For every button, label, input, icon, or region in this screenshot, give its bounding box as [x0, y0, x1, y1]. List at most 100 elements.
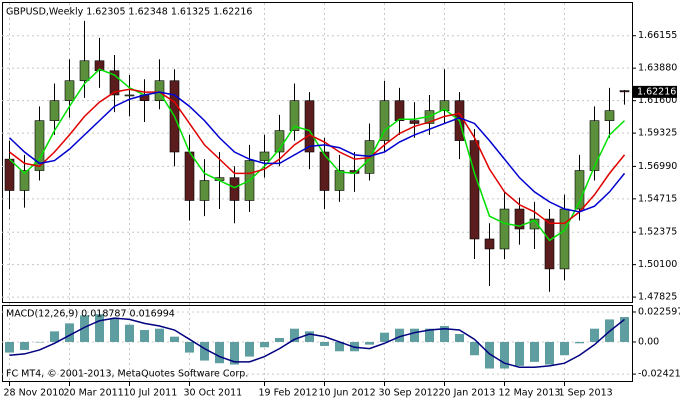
macd-bar [305, 331, 314, 342]
candle-body [64, 80, 75, 101]
macd-bar [275, 337, 284, 342]
candle-body [529, 218, 540, 230]
macd-bar [620, 317, 629, 342]
candle-body [484, 238, 495, 250]
main-panel [2, 2, 633, 303]
candle-body [259, 151, 270, 161]
macd-bar [485, 341, 494, 369]
candle-body [19, 170, 30, 191]
macd-bar [455, 334, 464, 342]
y-tick-label: 1.66155 [638, 30, 677, 41]
x-tick-label: 19 Feb 2012 [259, 388, 318, 399]
candle-body [604, 110, 615, 121]
candle-body [289, 100, 300, 131]
macd-bar [440, 326, 449, 342]
macd-panel [2, 305, 633, 382]
candle-body [34, 120, 45, 171]
macd-bar [560, 341, 569, 356]
macd-bar [545, 341, 554, 365]
candle-body [304, 100, 315, 153]
candle-body [4, 158, 15, 191]
macd-bar [380, 332, 389, 342]
candle-body [514, 208, 525, 230]
macd-bar [365, 341, 374, 345]
macd-bar [500, 341, 509, 369]
labels: 1.66155 1.63880 1.61600 1.59325 1.56990 1.547… [4, 30, 680, 398]
x-tick-label: 28 Nov 2010 [4, 388, 65, 399]
x-tick-label: 10 Jul 2011 [124, 388, 178, 399]
candle-body [469, 140, 480, 240]
macd-bar [185, 341, 194, 353]
macd-bar [425, 328, 434, 342]
macd-bar [140, 330, 149, 342]
y-tick-label: 1.52375 [638, 227, 677, 238]
candle-body [319, 151, 330, 191]
macd-bar [470, 341, 479, 356]
candle-body [439, 100, 450, 111]
candle-body [49, 100, 60, 121]
macd-bar [410, 328, 419, 342]
candle-body [154, 80, 165, 101]
x-tick-label: 1 Sep 2013 [559, 388, 613, 399]
macd-bar [260, 341, 269, 348]
macd-bar [515, 341, 524, 366]
candle-body [94, 60, 105, 72]
macd-bar [35, 341, 44, 343]
y-tick-label: 1.63880 [638, 63, 677, 74]
macd-bar [215, 341, 224, 364]
y-tick-label: 1.61600 [638, 95, 677, 106]
candle-body [589, 120, 600, 171]
macd-bar [5, 341, 14, 353]
macd-bar [590, 328, 599, 342]
macd-bar [320, 341, 329, 346]
candle-body [619, 90, 630, 93]
macd-bar [65, 323, 74, 342]
y-tick-label: 1.50100 [638, 259, 677, 270]
macd-bar [530, 341, 539, 362]
candle-body [394, 100, 405, 121]
y-tick-label: 0.00 [638, 336, 659, 347]
x-tick-label: 12 May 2013 [499, 388, 561, 399]
moving-average [8, 68, 626, 242]
macd-bar [200, 341, 209, 361]
y-tick-label: 1.54715 [638, 193, 677, 204]
y-tick-label: 1.47825 [638, 292, 677, 303]
moving-average [9, 88, 626, 225]
candle-body [79, 60, 90, 82]
moving-average [8, 91, 626, 213]
candle-body [124, 94, 135, 97]
candle-body [559, 208, 570, 270]
macd-bar [20, 341, 29, 350]
macd-bar [50, 331, 59, 342]
y-tick-label: 1.59325 [638, 128, 677, 139]
macd-bar [155, 328, 164, 342]
candle-body [229, 177, 240, 201]
x-tick-label: 10 Jun 2012 [319, 388, 376, 399]
macd-bar [230, 341, 239, 365]
candle-body [334, 170, 345, 191]
candle-body [379, 100, 390, 141]
candle-body [109, 70, 120, 96]
candle-body [409, 120, 420, 124]
macd-bar [290, 328, 299, 342]
candle-body [544, 218, 555, 270]
macd-bar [245, 341, 254, 357]
y-tick-label: 1.56990 [638, 161, 677, 172]
symbol-header: GBPUSD,Weekly 1.62305 1.62348 1.61325 1.… [6, 7, 252, 18]
x-tick-label: 20 Jan 2013 [439, 388, 496, 399]
price-label: 1.62216 [637, 86, 676, 97]
y-tick-label: 0.022597 [638, 306, 680, 317]
macd-header: MACD(12,26,9) 0.018787 0.016994 [6, 309, 175, 320]
candle-body [199, 180, 210, 201]
price-label-box [633, 85, 677, 98]
grid [2, 3, 632, 381]
macd-bar [110, 318, 119, 342]
candle-body [184, 151, 195, 201]
candle-body [499, 208, 510, 250]
x-tick-label: 30 Sep 2012 [379, 388, 439, 399]
macd-bar [95, 314, 104, 342]
macd-bar [125, 324, 134, 342]
copyright: FC MT4, © 2001-2013, MetaQuotes Software… [6, 369, 248, 380]
x-tick-label: 20 Mar 2011 [64, 388, 124, 399]
